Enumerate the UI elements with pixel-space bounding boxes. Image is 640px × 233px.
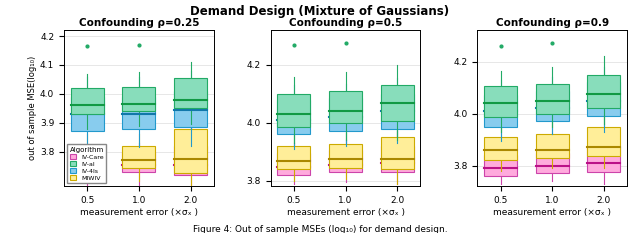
FancyBboxPatch shape — [122, 152, 156, 172]
FancyBboxPatch shape — [381, 94, 414, 129]
Text: Figure 4: Out of sample MSEs (log₁₀) for demand design.: Figure 4: Out of sample MSEs (log₁₀) for… — [193, 225, 447, 233]
X-axis label: measurement error (×σₓ ): measurement error (×σₓ ) — [80, 208, 198, 217]
FancyBboxPatch shape — [381, 85, 414, 121]
FancyBboxPatch shape — [484, 95, 517, 127]
FancyBboxPatch shape — [122, 97, 156, 129]
Text: Demand Design (Mixture of Gaussians): Demand Design (Mixture of Gaussians) — [191, 5, 449, 18]
FancyBboxPatch shape — [122, 146, 156, 168]
FancyBboxPatch shape — [536, 91, 569, 121]
FancyBboxPatch shape — [588, 127, 621, 157]
FancyBboxPatch shape — [277, 153, 310, 175]
FancyBboxPatch shape — [588, 82, 621, 116]
FancyBboxPatch shape — [70, 88, 104, 114]
FancyBboxPatch shape — [329, 91, 362, 123]
FancyBboxPatch shape — [329, 150, 362, 172]
FancyBboxPatch shape — [484, 155, 517, 176]
FancyBboxPatch shape — [381, 137, 414, 169]
FancyBboxPatch shape — [277, 94, 310, 127]
Title: Confounding ρ=0.5: Confounding ρ=0.5 — [289, 18, 402, 28]
FancyBboxPatch shape — [484, 137, 517, 160]
FancyBboxPatch shape — [174, 78, 207, 108]
FancyBboxPatch shape — [329, 144, 362, 168]
FancyBboxPatch shape — [70, 156, 104, 173]
FancyBboxPatch shape — [70, 146, 104, 168]
FancyBboxPatch shape — [174, 129, 207, 173]
FancyBboxPatch shape — [174, 146, 207, 175]
FancyBboxPatch shape — [536, 84, 569, 113]
FancyBboxPatch shape — [277, 100, 310, 134]
Title: Confounding ρ=0.25: Confounding ρ=0.25 — [79, 18, 199, 28]
FancyBboxPatch shape — [277, 146, 310, 169]
FancyBboxPatch shape — [588, 75, 621, 108]
FancyBboxPatch shape — [174, 91, 207, 127]
FancyBboxPatch shape — [536, 153, 569, 173]
Legend: IV-Care, IV-al, IV-4ls, MIWIV: IV-Care, IV-al, IV-4ls, MIWIV — [67, 144, 106, 183]
Title: Confounding ρ=0.9: Confounding ρ=0.9 — [496, 18, 609, 28]
FancyBboxPatch shape — [484, 86, 517, 117]
X-axis label: measurement error (×σₓ ): measurement error (×σₓ ) — [493, 208, 611, 217]
FancyBboxPatch shape — [329, 98, 362, 131]
FancyBboxPatch shape — [122, 87, 156, 111]
FancyBboxPatch shape — [588, 147, 621, 172]
Y-axis label: out of sample MSE(log₁₀): out of sample MSE(log₁₀) — [28, 56, 37, 161]
FancyBboxPatch shape — [70, 97, 104, 131]
X-axis label: measurement error (×σₓ ): measurement error (×σₓ ) — [287, 208, 404, 217]
FancyBboxPatch shape — [536, 134, 569, 158]
FancyBboxPatch shape — [381, 146, 414, 172]
